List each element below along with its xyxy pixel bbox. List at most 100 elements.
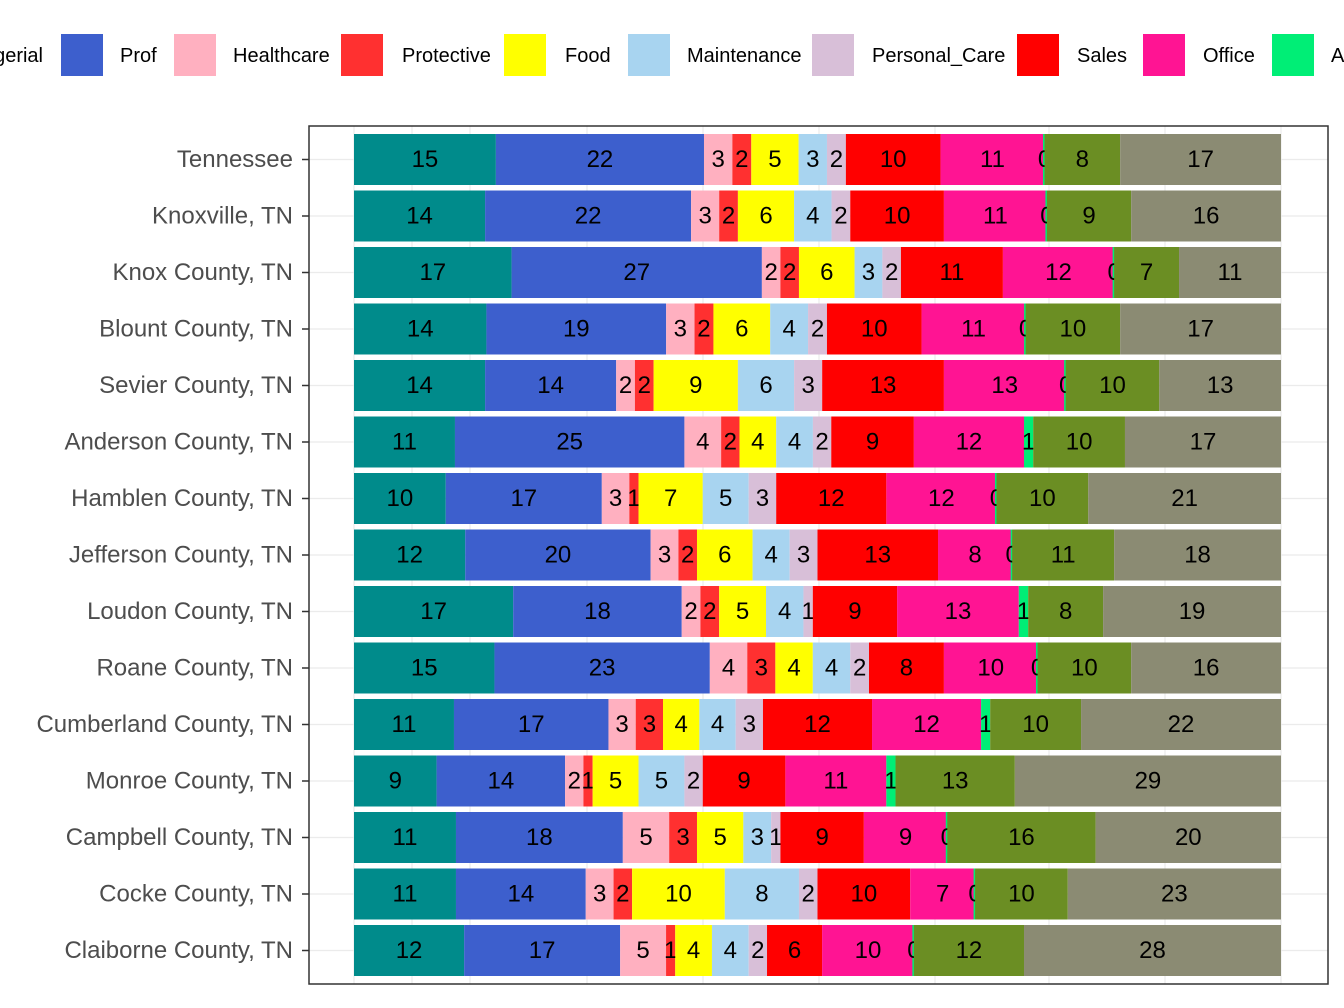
bar-segment-sales	[845, 134, 941, 185]
bar-segment-protective	[700, 586, 720, 637]
bar-segment-sales	[900, 247, 1003, 298]
data-label: 4	[687, 937, 700, 964]
data-label: 28	[1139, 937, 1166, 964]
bar-segment-a	[1024, 416, 1034, 468]
data-label: 8	[755, 881, 768, 908]
bar-segment-series-12	[1131, 642, 1281, 694]
data-label: 6	[820, 259, 833, 286]
data-label: 15	[412, 146, 439, 173]
bar-segment-healthcare	[681, 586, 701, 637]
bar-segment-personal-care	[882, 247, 901, 298]
legend-label: A	[1331, 45, 1344, 67]
data-label: 3	[593, 881, 606, 908]
bars: 1522325321011081714223264210110916172722…	[354, 134, 1281, 976]
data-label: 12	[1045, 259, 1072, 286]
bar-segment-food	[696, 529, 753, 581]
y-tick-label: Claiborne County, TN	[64, 937, 293, 964]
data-label: 1	[627, 485, 640, 512]
data-label: 12	[913, 711, 940, 738]
data-label: 2	[616, 881, 629, 908]
bar-segment-maintenance	[854, 247, 883, 298]
data-label: 6	[759, 203, 772, 230]
data-label: 22	[575, 203, 602, 230]
data-label: 11	[980, 146, 1005, 173]
legend-label: Healthcare	[233, 45, 330, 67]
bar-segment-protective	[694, 303, 714, 355]
data-label: 1	[979, 711, 992, 738]
bar-segment-office	[785, 755, 887, 807]
bar-segment-series-11	[895, 755, 1015, 807]
bar-segment-maintenance	[766, 586, 804, 637]
data-label: 9	[737, 768, 750, 795]
bar-row-roane-county-tn: 15234344281001016	[354, 642, 1281, 694]
data-label: 12	[396, 542, 423, 569]
bar-segment-office	[943, 190, 1047, 242]
bar-segment-managerial	[354, 416, 455, 468]
bar-segment-series-11	[1037, 642, 1132, 694]
data-label: 4	[788, 429, 801, 456]
legend-label: Maintenance	[687, 45, 802, 67]
bar-segment-series-12	[1124, 416, 1281, 468]
bar-segment-healthcare	[684, 416, 722, 468]
bar-segment-personal-care	[826, 134, 846, 185]
bar-segment-food	[739, 416, 777, 468]
bar-segment-personal-care	[748, 925, 768, 976]
bar-segment-personal-care	[794, 360, 823, 411]
bar-segment-food	[592, 755, 639, 807]
legend-item-food: Food	[504, 34, 611, 76]
bar-segment-maintenance	[699, 699, 736, 750]
data-label: 3	[756, 485, 769, 512]
bar-segment-maintenance	[794, 190, 832, 242]
y-tick-label: Hamblen County, TN	[71, 485, 293, 512]
data-label: 1	[801, 598, 814, 625]
legend-item-managerial: gerial	[0, 45, 43, 67]
legend-key	[1017, 34, 1059, 76]
bar-segment-prof	[436, 755, 566, 807]
data-label: 23	[589, 655, 616, 682]
bar-segment-maintenance	[812, 642, 851, 694]
bar-segment-prof	[485, 360, 617, 411]
data-label: 2	[853, 655, 866, 682]
legend-item-healthcare: Healthcare	[174, 34, 330, 76]
data-label: 1	[581, 768, 594, 795]
bar-segment-healthcare	[709, 642, 748, 694]
data-label: 13	[991, 372, 1018, 399]
bar-segment-healthcare	[616, 360, 635, 411]
data-label: 3	[743, 711, 756, 738]
bar-row-knox-county-tn: 17272263211120711	[354, 247, 1281, 298]
data-label: 13	[945, 598, 972, 625]
bar-segment-personal-care	[803, 586, 813, 637]
data-label: 10	[1008, 881, 1035, 908]
data-label: 16	[1008, 824, 1035, 851]
bar-segment-personal-care	[789, 529, 818, 581]
data-label: 7	[936, 881, 949, 908]
data-label: 3	[609, 485, 622, 512]
data-label: 7	[1140, 259, 1153, 286]
data-label: 2	[815, 429, 828, 456]
data-label: 8	[1059, 598, 1072, 625]
data-label: 5	[768, 146, 781, 173]
data-label: 10	[1029, 485, 1056, 512]
bar-segment-series-11	[1033, 416, 1125, 468]
legend-item-office: Office	[1143, 34, 1255, 76]
data-label: 2	[724, 429, 737, 456]
data-label: 4	[696, 429, 709, 456]
data-label: 12	[804, 711, 831, 738]
data-label: 17	[419, 259, 446, 286]
data-label: 7	[664, 485, 677, 512]
data-label: 5	[639, 824, 652, 851]
data-label: 11	[983, 203, 1008, 230]
data-label: 2	[811, 316, 824, 343]
bar-segment-maintenance	[737, 360, 795, 411]
bar-segment-managerial	[354, 134, 496, 185]
data-label: 9	[815, 824, 828, 851]
data-label: 10	[1066, 429, 1093, 456]
data-label: 10	[861, 316, 888, 343]
bar-segment-food	[663, 699, 700, 750]
data-label: 9	[899, 824, 912, 851]
bar-segment-protective	[635, 699, 663, 750]
data-label: 17	[1190, 429, 1217, 456]
bar-segment-sales	[780, 812, 864, 863]
data-label: 20	[545, 542, 572, 569]
data-label: 2	[802, 881, 815, 908]
